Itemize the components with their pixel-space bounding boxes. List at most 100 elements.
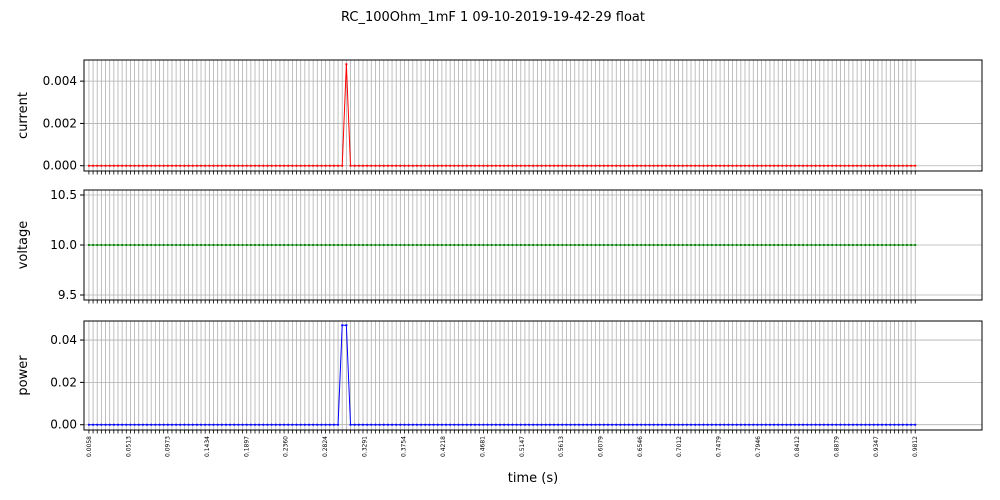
data-point-current-198 (909, 164, 913, 167)
data-point-power-142 (677, 423, 680, 426)
data-point-current-38 (245, 164, 248, 167)
data-point-voltage-56 (320, 243, 323, 247)
data-point-power-48 (287, 423, 290, 426)
data-point-voltage-197 (905, 243, 909, 247)
data-point-current-29 (208, 164, 211, 167)
data-point-current-131 (631, 164, 634, 167)
data-point-voltage-78 (411, 243, 414, 247)
data-point-voltage-37 (241, 243, 244, 247)
data-point-voltage-110 (544, 243, 547, 247)
data-point-current-4 (104, 164, 107, 167)
data-point-current-170 (793, 164, 796, 167)
data-point-power-7 (116, 423, 120, 426)
data-point-power-95 (482, 423, 485, 426)
data-point-power-110 (544, 423, 547, 426)
data-point-voltage-143 (681, 243, 684, 247)
data-point-power-85 (440, 423, 443, 426)
y-axis-label-power: power (16, 355, 31, 396)
data-point-power-31 (216, 423, 219, 426)
data-point-voltage-52 (303, 243, 306, 247)
data-point-current-25 (191, 164, 194, 167)
data-point-power-167 (781, 423, 784, 426)
data-point-current-27 (199, 164, 203, 167)
data-point-voltage-194 (893, 243, 896, 247)
data-point-voltage-51 (299, 243, 302, 247)
data-point-voltage-47 (282, 243, 286, 247)
data-point-current-77 (407, 164, 410, 167)
data-point-power-178 (826, 423, 830, 426)
data-point-power-195 (897, 423, 900, 426)
xtick-label-17: 0.7946 (755, 436, 762, 457)
data-point-current-33 (224, 164, 228, 167)
xtick-label-11: 0.5147 (519, 436, 526, 457)
data-point-power-98 (494, 423, 497, 426)
xtick-label-7: 0.3291 (361, 436, 368, 457)
data-point-power-42 (262, 423, 265, 426)
data-point-voltage-128 (619, 243, 622, 247)
data-point-current-145 (689, 164, 693, 167)
data-point-voltage-193 (889, 243, 892, 247)
data-point-voltage-76 (403, 243, 406, 247)
data-point-voltage-7 (116, 243, 120, 247)
data-point-power-11 (133, 423, 136, 426)
data-point-current-108 (536, 164, 539, 167)
data-point-power-123 (598, 423, 601, 426)
data-point-voltage-22 (179, 243, 182, 247)
data-point-current-53 (307, 164, 311, 167)
data-point-voltage-20 (170, 243, 174, 247)
data-point-current-175 (814, 164, 817, 167)
data-point-power-119 (581, 423, 585, 426)
data-point-power-173 (806, 423, 809, 426)
data-point-current-136 (652, 164, 655, 167)
data-point-voltage-186 (860, 243, 863, 247)
data-point-power-41 (258, 423, 261, 426)
data-point-current-44 (270, 164, 273, 167)
xtick-label-18: 0.8412 (794, 436, 801, 457)
data-point-voltage-88 (453, 243, 456, 247)
data-point-current-60 (336, 164, 340, 167)
data-point-current-156 (735, 164, 738, 167)
ytick-label-voltage-0: 9.5 (58, 288, 77, 302)
xtick-label-3: 0.1434 (204, 436, 211, 457)
data-point-power-76 (403, 423, 406, 426)
data-point-voltage-87 (449, 243, 452, 247)
data-point-voltage-26 (195, 243, 198, 247)
data-point-power-70 (378, 423, 381, 426)
data-point-voltage-57 (324, 243, 327, 247)
data-point-voltage-145 (689, 243, 693, 247)
data-point-power-44 (270, 423, 273, 426)
data-point-current-89 (457, 164, 460, 167)
data-point-current-195 (897, 164, 900, 167)
data-point-voltage-142 (677, 243, 680, 247)
data-point-power-176 (818, 423, 821, 426)
data-point-current-105 (523, 164, 527, 167)
data-point-current-185 (856, 164, 859, 167)
data-point-current-7 (116, 164, 120, 167)
data-point-power-168 (785, 423, 788, 426)
data-point-power-43 (266, 423, 269, 426)
data-point-voltage-99 (498, 243, 502, 247)
data-point-power-101 (507, 423, 510, 426)
data-point-current-72 (386, 164, 389, 167)
data-point-current-130 (627, 164, 630, 167)
data-point-voltage-90 (461, 243, 464, 247)
data-point-current-58 (328, 164, 331, 167)
data-point-voltage-105 (523, 243, 527, 247)
data-point-power-77 (407, 423, 410, 426)
data-point-power-83 (432, 423, 435, 426)
data-point-power-154 (727, 423, 730, 426)
xtick-label-0: 0.0058 (86, 436, 93, 457)
data-point-power-12 (137, 423, 140, 426)
data-point-current-178 (826, 164, 830, 167)
data-point-current-94 (478, 164, 481, 167)
data-point-voltage-18 (162, 243, 165, 247)
xtick-label-10: 0.4681 (479, 436, 486, 457)
data-point-power-5 (108, 423, 111, 426)
data-point-power-130 (627, 423, 630, 426)
data-point-current-83 (432, 164, 435, 167)
data-point-power-122 (594, 423, 597, 426)
data-point-current-155 (731, 164, 734, 167)
data-point-power-163 (764, 423, 767, 426)
data-point-current-32 (220, 164, 223, 167)
data-point-power-174 (810, 423, 813, 426)
